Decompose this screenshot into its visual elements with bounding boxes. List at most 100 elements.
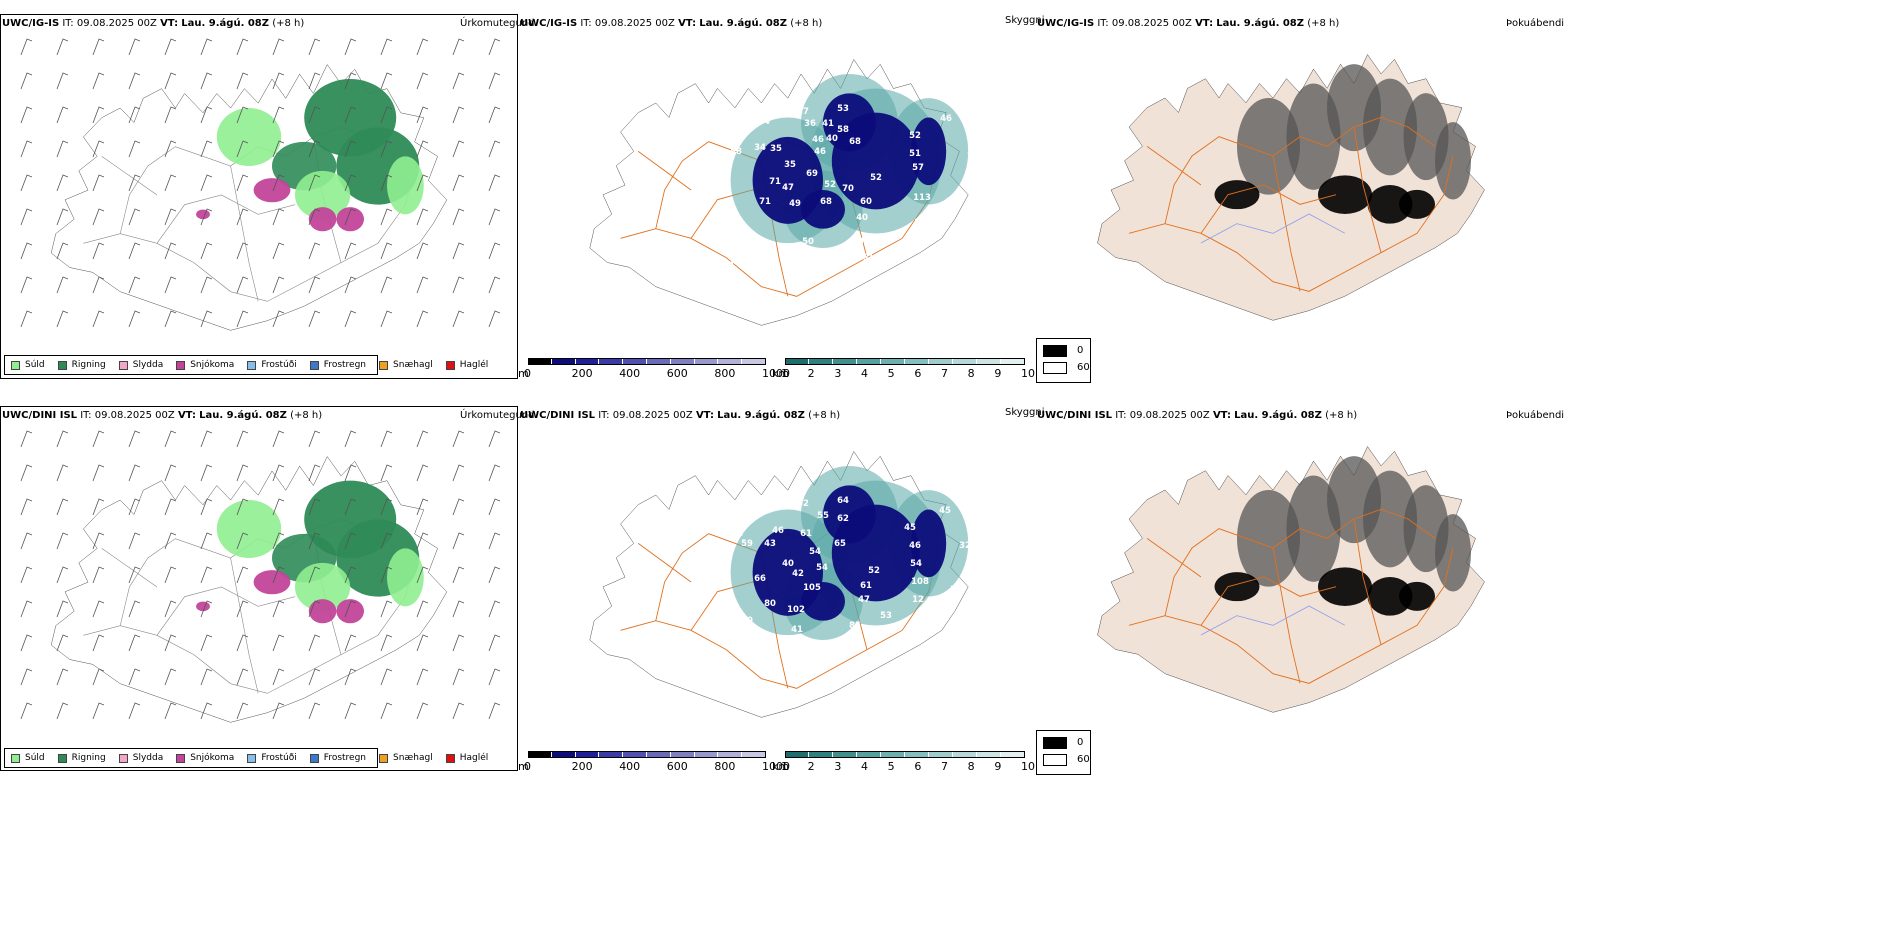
fog-shade [1435,122,1471,200]
legend-swatch [309,753,319,763]
wind-barb [344,430,357,448]
visibility-tick: 4 [861,367,868,380]
cloud-base-tick: 0 [524,367,531,380]
wind-barb [380,702,393,720]
wind-barb [416,174,429,192]
wind-barb [56,464,69,482]
wind-barb [92,464,105,482]
wind-barb [20,276,33,294]
wind-barb [416,634,429,652]
cloud-base-value: 60 [860,197,872,207]
wind-barb [92,310,105,328]
cloud-base-value: 61 [800,529,812,539]
legend-swatch [57,753,67,763]
wind-barb [380,310,393,328]
wind-barb [236,140,249,158]
wind-barb [452,242,465,260]
wind-barb [416,600,429,618]
cloud-base-value: 50 [984,173,996,183]
cloud-base-segment [575,751,600,758]
legend-swatch [445,753,455,763]
wind-barb [128,464,141,482]
wind-barb [272,668,285,686]
legend-label: Haglél [459,360,489,370]
road [231,558,259,693]
fog-title-2: UWC/DINI ISL IT: 09.08.2025 00Z VT: Lau.… [1037,410,1358,421]
wind-barb [236,208,249,226]
snow-area [196,601,210,612]
wind-barb [308,174,321,192]
wind-barb [200,310,213,328]
iceland-outline [51,457,447,723]
drizzle-area [216,500,282,558]
cloud-base-value: 70 [842,184,854,194]
cloud-base-value: 34 [754,143,766,153]
wind-barb [128,634,141,652]
cloud-base-segment [670,358,695,365]
precip-type-legend-1: Súld Rigning Slydda Snjókoma Frostúði Frostre… [4,355,488,375]
cloud-base-value: 58 [837,125,849,135]
wind-barb [416,106,429,124]
legend-label: Rigning [71,360,106,370]
fog-legend-1: 0 60 [1036,338,1091,383]
legend-item: Haglél [445,753,488,763]
wind-barb [272,72,285,90]
wind-barb [308,668,321,686]
fog-map-2 [1036,422,1556,742]
wind-barb [308,566,321,584]
cloud-base-value: 85 [887,255,899,265]
wind-barb [92,600,105,618]
road [157,195,295,243]
legend-swatch [176,360,186,370]
wind-barb [236,566,249,584]
wind-barb [308,634,321,652]
cloud-base-segment [694,358,719,365]
wind-barb [200,106,213,124]
wind-barb [92,72,105,90]
cloud-base-value: 105 [803,583,821,593]
wind-barb [20,38,33,56]
wind-barb [308,106,321,124]
wind-barb [452,38,465,56]
cloud-base-area [823,93,876,152]
cloud-base-value: 64 [837,496,849,506]
wind-barb [128,600,141,618]
wind-barb [92,140,105,158]
road [1129,548,1453,683]
iceland-outline [590,452,968,718]
cloud-base-tick: 0 [524,760,531,773]
cloud-base-value: 53 [932,246,944,256]
visibility-segment [857,358,881,365]
legend-label: Slydda [132,753,164,763]
fog-dark [1367,185,1413,224]
fog-dark [1399,581,1435,611]
legend-item: Slydda [118,360,163,370]
cloud-base-value: 52 [868,566,880,576]
precip-type-label-1: Úrkomutegund [460,18,535,29]
wind-barb [236,72,249,90]
wind-barb [236,498,249,516]
cloud-base-value: 42 [727,633,739,643]
river [1201,606,1345,635]
cloud-base-value: 34 [950,585,962,595]
cloud-base-frame [528,358,766,365]
visibility-segment [977,751,1001,758]
road [638,151,691,190]
wind-barb [308,464,321,482]
wind-barb [380,600,393,618]
wind-barb [380,72,393,90]
cloud-base-value: 46 [909,541,921,551]
cloud-base-value: 71 [769,177,781,187]
cloud-vis-map-2: 42 64 62 55 45 37 46 61 59 43 54 65 45 46 32 40 54 52 54 66… [519,422,971,742]
cloud-base-value: 52 [870,173,882,183]
wind-barb [164,276,177,294]
wind-barb [344,242,357,260]
cloud-base-value: 74 [720,223,732,233]
precip-title-1: UWC/IG-IS IT: 09.08.2025 00Z VT: Lau. 9.… [2,18,305,29]
wind-barb [20,106,33,124]
cloud-base-value: 52 [909,131,921,141]
wind-barb [164,208,177,226]
visibility-segment [953,751,977,758]
wind-barb [272,566,285,584]
fog-dark [1214,572,1260,602]
